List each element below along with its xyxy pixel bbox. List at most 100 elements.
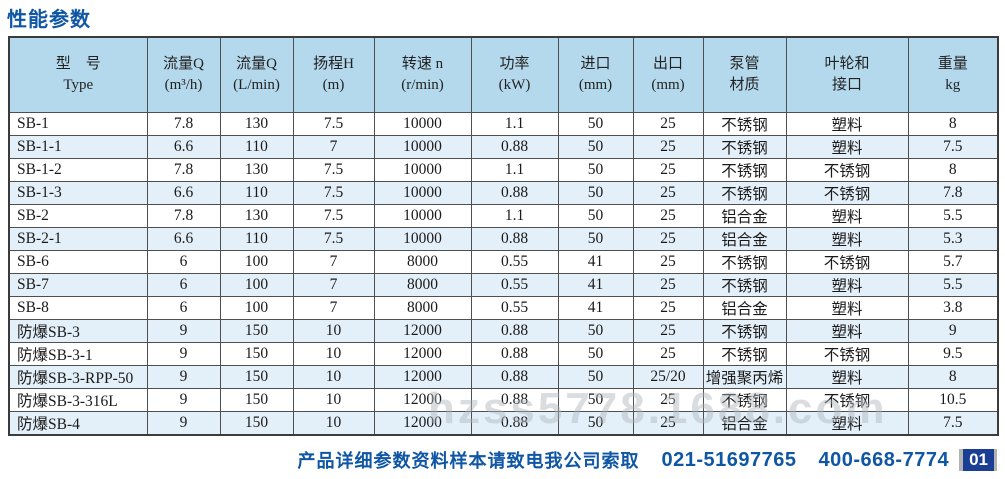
value-cell: 50 [557,411,634,436]
value-cell: 6 [146,273,221,297]
col-header-line1: 功率 [499,56,530,72]
model-cell: 防爆SB-3-316L [8,388,148,412]
value-cell: 130 [219,112,294,136]
value-cell: 10000 [373,204,472,228]
value-cell: 150 [219,319,294,343]
value-cell: 10000 [373,227,472,251]
value-cell: 0.88 [470,342,559,366]
col-header-head: 扬程H (m) [292,36,375,113]
col-header-line2: (kW) [498,77,531,93]
value-cell: 塑料 [785,365,909,389]
value-cell: 130 [219,158,294,182]
table-row: SB-6 6 100 7 8000 0.55 41 25 不锈钢 不锈钢 5.7 [8,250,999,274]
value-cell: 50 [557,135,634,159]
value-cell: 不锈钢 [785,342,909,366]
model-cell: 防爆SB-3-RPP-50 [8,365,148,389]
value-cell: 110 [219,181,294,205]
table-row: 防爆SB-3-316L 9 150 10 12000 0.88 50 25 不锈钢 不锈钢 10.5 [8,388,999,412]
value-cell: 不锈钢 [702,135,787,159]
value-cell: 0.55 [470,250,559,274]
value-cell: 铝合金 [702,411,787,436]
table-row: SB-1 7.8 130 7.5 10000 1.1 50 25 不锈钢 塑料 8 [8,112,999,136]
model-cell: SB-2 [8,204,148,228]
col-header-power: 功率 (kW) [470,36,559,113]
value-cell: 6 [146,250,221,274]
col-header-tube-material: 泵管 材质 [702,36,787,113]
value-cell: 25 [632,204,704,228]
table-row: SB-1-2 7.8 130 7.5 10000 1.1 50 25 不锈钢 不锈钢 8 [8,158,999,182]
value-cell: 50 [557,342,634,366]
value-cell: 8000 [373,250,472,274]
value-cell: 0.88 [470,411,559,436]
table-row: SB-8 6 100 7 8000 0.55 41 25 铝合金 塑料 3.8 [8,296,999,320]
col-header-line2: (mm) [651,77,685,93]
value-cell: 7 [292,135,375,159]
value-cell: 不锈钢 [702,273,787,297]
value-cell: 10.5 [907,388,999,412]
value-cell: 12000 [373,411,472,436]
model-cell: SB-1-2 [8,158,148,182]
value-cell: 9 [146,319,221,343]
value-cell: 25 [632,388,704,412]
col-header-line2: kg [945,77,961,93]
page-number-badge: 01 [959,449,997,471]
value-cell: 6.6 [146,227,221,251]
value-cell: 25 [632,319,704,343]
value-cell: 130 [219,204,294,228]
model-cell: SB-6 [8,250,148,274]
value-cell: 150 [219,365,294,389]
value-cell: 塑料 [785,204,909,228]
value-cell: 增强聚丙烯 [702,365,787,389]
value-cell: 塑料 [785,112,909,136]
table-row: SB-7 6 100 7 8000 0.55 41 25 不锈钢 塑料 5.5 [8,273,999,297]
value-cell: 110 [219,135,294,159]
value-cell: 7 [292,296,375,320]
col-header-line2: 接口 [831,77,862,93]
col-header-weight: 重量 kg [907,36,999,113]
value-cell: 41 [557,273,634,297]
value-cell: 不锈钢 [702,388,787,412]
value-cell: 50 [557,388,634,412]
value-cell: 7.5 [292,227,375,251]
value-cell: 10000 [373,158,472,182]
value-cell: 50 [557,319,634,343]
table-body: SB-1 7.8 130 7.5 10000 1.1 50 25 不锈钢 塑料 8 SB-1-1 6.6… [8,112,999,436]
value-cell: 不锈钢 [702,158,787,182]
value-cell: 铝合金 [702,227,787,251]
model-cell: 防爆SB-4 [8,411,148,436]
value-cell: 50 [557,365,634,389]
value-cell: 10 [292,388,375,412]
value-cell: 12000 [373,388,472,412]
value-cell: 0.88 [470,319,559,343]
model-cell: SB-8 [8,296,148,320]
value-cell: 不锈钢 [785,158,909,182]
value-cell: 10 [292,411,375,436]
table-row: SB-2-1 6.6 110 7.5 10000 0.88 50 25 铝合金 塑料 5.3 [8,227,999,251]
value-cell: 50 [557,227,634,251]
value-cell: 6.6 [146,181,221,205]
value-cell: 6.6 [146,135,221,159]
col-header-line1: 进口 [580,56,611,72]
footer-contact-bar: 产品详细参数资料样本请致电我公司索取 021-51697765 400-668-… [298,447,997,473]
value-cell: 7.5 [292,158,375,182]
value-cell: 8 [907,365,999,389]
page-title: 性能参数 [7,9,91,31]
col-header-line2: (mm) [578,77,613,93]
col-header-flow-m3h: 流量Q (m³/h) [146,36,221,113]
value-cell: 9 [146,365,221,389]
value-cell: 铝合金 [702,204,787,228]
col-header-inlet: 进口 (mm) [557,36,634,113]
value-cell: 41 [557,296,634,320]
value-cell: 100 [219,296,294,320]
model-cell: SB-1 [8,112,148,136]
value-cell: 0.88 [470,135,559,159]
value-cell: 12000 [373,319,472,343]
value-cell: 10000 [373,112,472,136]
value-cell: 8000 [373,296,472,320]
col-header-type: 型 号 Type [8,36,148,113]
col-header-flow-lmin: 流量Q (L/min) [219,36,294,113]
value-cell: 100 [219,250,294,274]
col-header-impeller: 叶轮和 接口 [785,36,909,113]
value-cell: 不锈钢 [702,342,787,366]
